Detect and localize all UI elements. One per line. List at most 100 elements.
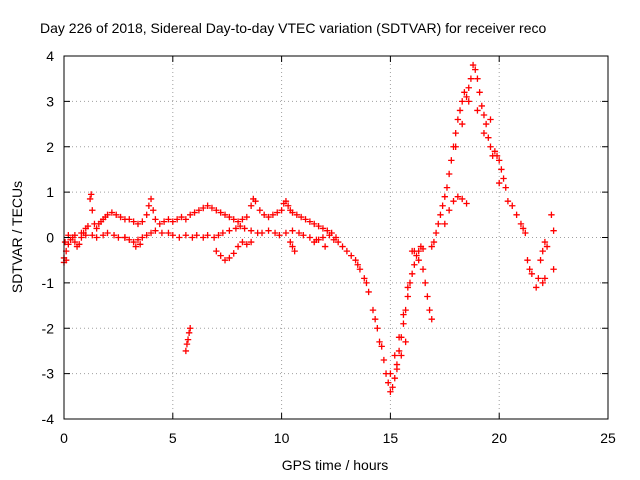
data-point [234, 243, 242, 250]
data-point [419, 266, 427, 273]
data-point [278, 207, 285, 214]
data-point [134, 236, 142, 243]
data-point [71, 238, 79, 246]
data-point [385, 379, 392, 386]
data-point [282, 229, 290, 237]
x-tick-label: 5 [169, 430, 177, 446]
data-point [226, 213, 233, 221]
data-point [289, 227, 296, 234]
data-point [502, 184, 509, 191]
data-point [485, 134, 492, 141]
data-point [319, 234, 327, 241]
data-point [443, 184, 451, 191]
data-point [500, 175, 507, 182]
data-point [200, 234, 207, 241]
data-point [165, 229, 172, 237]
data-point [404, 293, 412, 300]
data-point [241, 225, 248, 232]
data-point [247, 238, 255, 246]
data-point [315, 222, 322, 230]
y-tick-label: -4 [42, 411, 55, 427]
data-point [432, 229, 440, 237]
data-point [411, 261, 418, 268]
data-point [89, 232, 96, 239]
data-point [343, 247, 351, 255]
data-point [289, 243, 296, 250]
data-point [88, 191, 95, 198]
data-point [221, 256, 229, 264]
data-point [121, 234, 129, 241]
data-point [158, 229, 166, 237]
data-point [437, 211, 444, 219]
x-tick-label: 15 [383, 430, 399, 446]
data-point [217, 209, 224, 216]
data-point [472, 66, 479, 73]
data-point [195, 207, 203, 214]
data-point [363, 279, 370, 287]
data-point [147, 195, 155, 203]
data-point [71, 232, 79, 239]
data-point [265, 227, 272, 234]
data-point [187, 211, 194, 219]
data-point [234, 218, 242, 225]
data-point [541, 238, 549, 246]
data-point [284, 202, 292, 209]
data-point [145, 202, 153, 209]
data-point [504, 198, 512, 205]
data-point [400, 311, 407, 318]
x-tick-label: 0 [60, 430, 68, 446]
data-point [152, 216, 159, 223]
data-point [550, 227, 557, 234]
data-point [387, 388, 394, 395]
data-point [291, 247, 298, 255]
data-point [482, 120, 490, 128]
data-point [276, 232, 283, 239]
data-point [256, 207, 264, 214]
data-point [426, 306, 433, 314]
data-point [441, 193, 448, 200]
data-point [182, 347, 190, 355]
data-point [428, 315, 435, 323]
data-point [134, 220, 142, 228]
data-point [380, 356, 388, 364]
y-tick-label: 1 [46, 184, 54, 200]
chart-title: Day 226 of 2018, Sidereal Day-to-day VTE… [40, 20, 546, 36]
data-point [132, 243, 140, 250]
data-point [450, 198, 457, 205]
data-point [487, 143, 494, 150]
data-point [300, 232, 307, 239]
data-point [189, 234, 196, 241]
data-point [532, 284, 540, 291]
data-point [315, 236, 322, 243]
data-point [126, 236, 133, 243]
data-point [173, 216, 181, 223]
data-point [476, 89, 483, 96]
data-point [230, 216, 237, 223]
data-point [208, 204, 216, 212]
data-point [452, 129, 459, 137]
data-point [524, 256, 531, 264]
data-point [152, 227, 159, 234]
data-point [404, 284, 412, 291]
data-point [108, 209, 116, 216]
data-point [143, 211, 150, 219]
data-point [339, 243, 346, 250]
data-point [252, 198, 259, 205]
data-point [147, 229, 155, 237]
data-point [117, 213, 124, 221]
data-point [389, 384, 396, 391]
data-point [354, 261, 361, 268]
data-point [143, 232, 150, 239]
data-point [459, 98, 466, 105]
data-point [93, 225, 100, 232]
data-point [213, 247, 220, 255]
data-point [130, 238, 137, 246]
data-point [387, 370, 394, 377]
data-point [402, 338, 409, 346]
data-point [398, 352, 405, 359]
data-point [539, 279, 546, 287]
data-point [543, 243, 551, 250]
data-point [169, 232, 176, 239]
data-point [517, 220, 525, 228]
